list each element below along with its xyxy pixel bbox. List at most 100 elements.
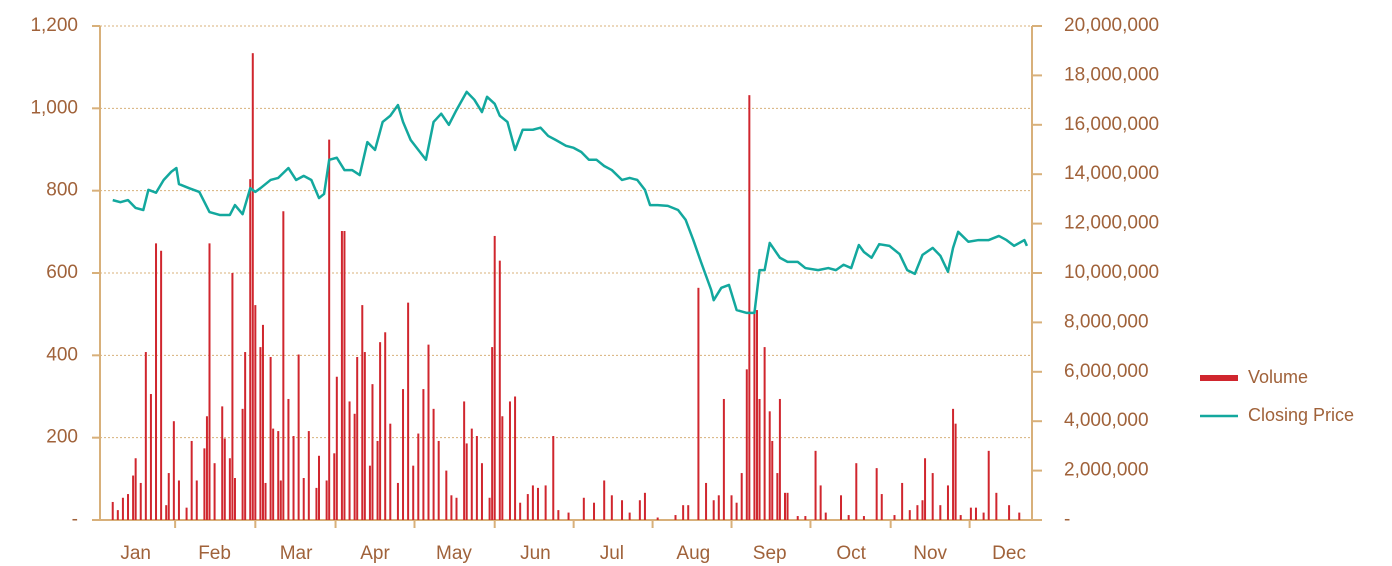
volume-bar	[771, 440, 774, 520]
x-tick-label: Apr	[360, 543, 390, 564]
volume-bar	[628, 512, 631, 520]
volume-bar	[593, 502, 596, 520]
y-tick-label: 1,000	[30, 97, 78, 118]
volume-bar	[251, 53, 254, 521]
volume-bar	[264, 482, 267, 520]
volume-bar	[149, 394, 152, 520]
volume-bar	[333, 453, 336, 520]
y2-tick-label: 6,000,000	[1064, 361, 1149, 382]
volume-bar	[427, 344, 430, 520]
volume-bar	[847, 515, 850, 520]
volume-bar	[139, 482, 142, 520]
volume-bar	[361, 305, 364, 520]
volume-bar	[384, 332, 387, 520]
volume-bar	[514, 396, 517, 520]
volume-bar	[160, 250, 163, 520]
volume-bar	[445, 470, 448, 520]
y-tick-label: 600	[46, 262, 78, 283]
volume-bar	[343, 231, 346, 520]
volume-bar	[121, 497, 124, 520]
x-tick-label: Mar	[280, 543, 313, 564]
volume-bar	[340, 231, 343, 520]
volume-bar	[908, 510, 911, 520]
volume-bar	[269, 356, 272, 520]
x-tick-label: May	[436, 543, 472, 564]
volume-bar	[536, 487, 539, 520]
volume-bar	[730, 495, 733, 520]
volume-bar	[407, 302, 410, 520]
volume-bar	[195, 480, 198, 520]
volume-bar	[221, 406, 224, 520]
volume-bar	[916, 505, 919, 520]
y2-tick-label: 14,000,000	[1064, 163, 1159, 184]
volume-bar	[778, 398, 781, 520]
volume-bar	[493, 235, 496, 520]
volume-bar	[244, 352, 247, 520]
volume-bar	[376, 440, 379, 520]
y2-tick-label: 10,000,000	[1064, 262, 1159, 283]
volume-bar	[470, 428, 473, 520]
x-tick-label: Nov	[913, 543, 947, 564]
volume-bar	[982, 512, 985, 520]
x-tick-label: Jul	[600, 543, 624, 564]
volume-bar	[205, 416, 208, 520]
volume-bar	[287, 398, 290, 520]
volume-bar	[437, 440, 440, 520]
volume-bar	[745, 369, 748, 520]
volume-bar	[954, 423, 957, 520]
volume-bar	[371, 384, 374, 520]
volume-bar	[402, 389, 405, 520]
legend-label: Volume	[1248, 367, 1308, 387]
volume-bar	[814, 450, 817, 520]
legend-label: Closing Price	[1248, 405, 1354, 425]
volume-bar	[952, 408, 955, 520]
x-tick-label: Jun	[520, 543, 551, 564]
volume-bar	[526, 494, 529, 520]
volume-bar	[353, 413, 356, 520]
volume-bar	[735, 502, 738, 520]
volume-bar	[740, 473, 743, 520]
volume-bar	[687, 505, 690, 520]
volume-bar	[315, 487, 318, 520]
volume-bar	[768, 411, 771, 520]
volume-bar	[722, 398, 725, 520]
legend-swatch	[1200, 375, 1238, 381]
volume-bar	[819, 485, 822, 520]
volume-bar	[328, 139, 331, 520]
volume-bar	[753, 310, 756, 520]
volume-bar	[783, 492, 786, 520]
volume-bar	[939, 505, 942, 520]
volume-bar	[488, 497, 491, 520]
volume-bar	[924, 458, 927, 520]
volume-bar	[228, 458, 231, 520]
volume-bar	[432, 408, 435, 520]
volume-bar	[144, 352, 147, 520]
volume-bar	[307, 431, 310, 520]
volume-bar	[855, 463, 858, 520]
y2-tick-label: 16,000,000	[1064, 114, 1159, 135]
y-tick-label: 200	[46, 427, 78, 448]
volume-bar	[233, 478, 236, 520]
volume-bar	[116, 510, 119, 520]
volume-bar	[796, 516, 799, 520]
volume-bar	[567, 512, 570, 520]
volume-bar	[177, 480, 180, 520]
volume-bar	[946, 485, 949, 520]
volume-bar	[165, 505, 168, 520]
x-tick-label: Aug	[676, 543, 710, 564]
volume-bar	[969, 507, 972, 520]
volume-bar	[674, 515, 677, 520]
volume-bar	[862, 516, 865, 520]
volume-bar	[901, 482, 904, 520]
volume-bar	[325, 480, 328, 520]
volume-bar	[1018, 512, 1021, 520]
volume-bar	[132, 475, 135, 520]
volume-bar	[475, 436, 478, 520]
volume-bar	[498, 260, 501, 520]
x-tick-label: Jan	[120, 543, 151, 564]
volume-bar	[610, 495, 613, 520]
volume-bar	[712, 500, 715, 520]
volume-bar	[519, 502, 522, 520]
volume-bar	[368, 465, 371, 520]
